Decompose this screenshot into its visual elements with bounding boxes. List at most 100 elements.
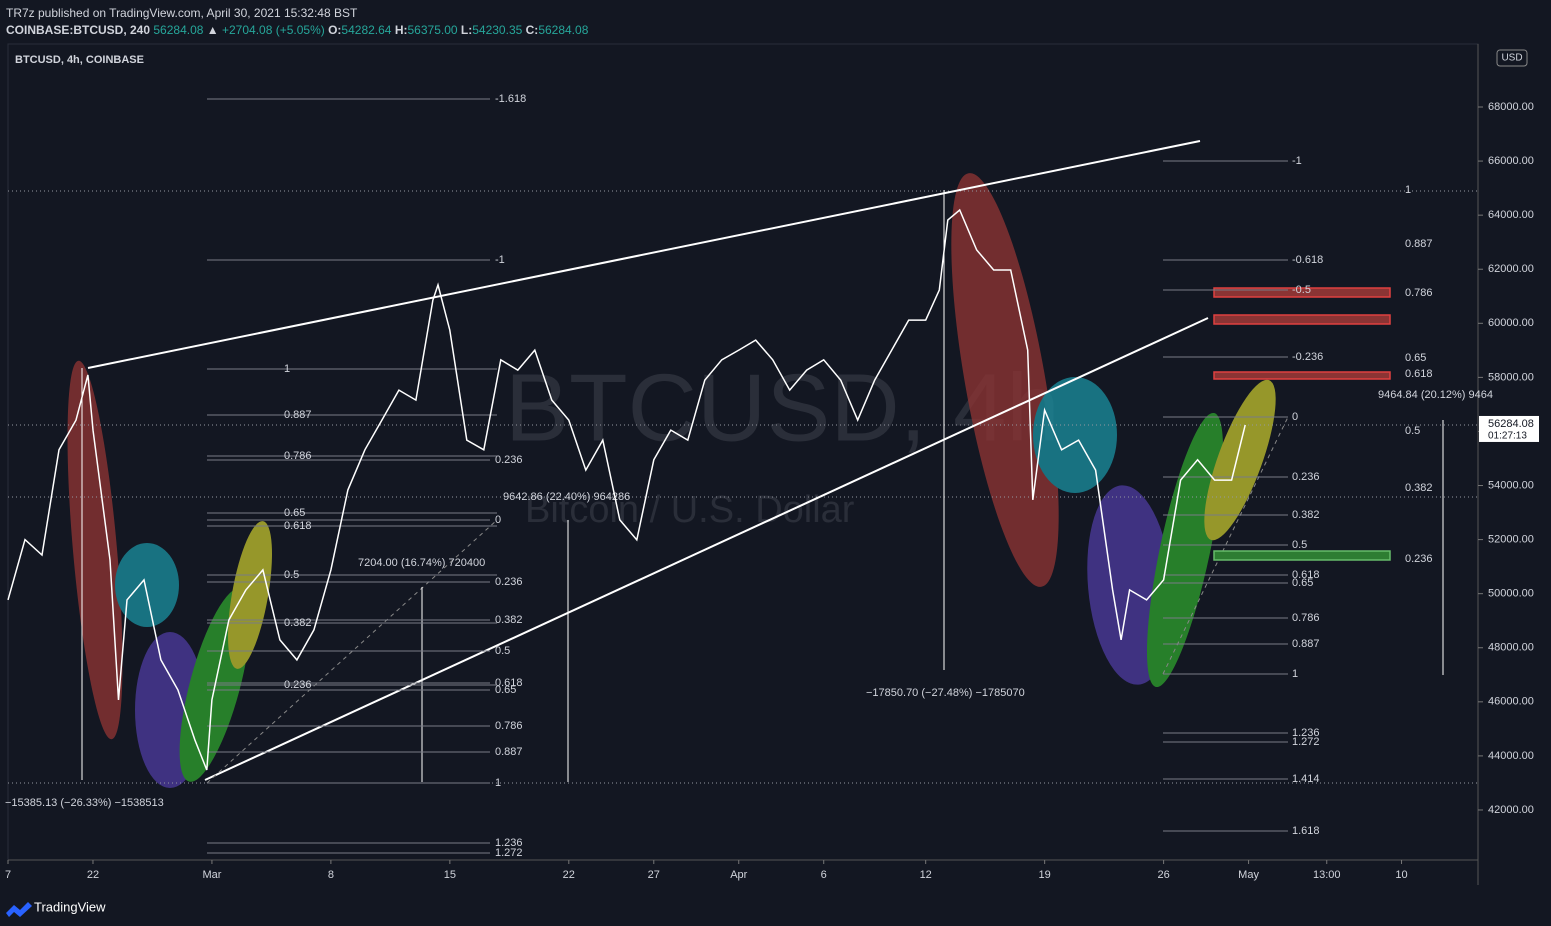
x-tick-label: Mar [202,869,221,881]
symbol: COINBASE:BTCUSD, 240 [6,23,151,37]
x-tick-label: Apr [730,869,747,881]
fib-label: 1.618 [1292,825,1320,837]
measurement-label: 9464.84 (20.12%) 9464 [1378,389,1493,401]
x-tick-label: 10 [1395,869,1407,881]
fib-label: -0.5 [1292,284,1311,296]
fib-label: 0.65 [284,507,305,519]
fib-label: 0.236 [495,576,523,588]
price-line [7,208,1246,771]
fib-label: 0.236 [284,679,312,691]
ellipse [228,521,272,669]
price-tag-box [1479,415,1539,442]
fib-label: 0.5 [1405,425,1420,437]
measurement-label: 9642.86 (22.40%) 964286 [503,491,630,503]
x-tick-label: 19 [1039,869,1051,881]
zone [1213,314,1391,325]
logo-mark [6,902,32,917]
fib-label: 0.618 [1405,368,1433,380]
fib-label: 0.618 [495,677,523,689]
fib-label: 1.414 [1292,773,1320,785]
last: 56284.08 [153,23,204,37]
chart-title: BTCUSD, 4h, COINBASE [15,54,144,66]
y-tick-label: 50000.00 [1488,588,1534,600]
brand: TradingView [34,899,106,914]
x-tick-label: 27 [648,869,660,881]
fib-label: -1 [495,254,505,266]
fib-label: 1.236 [495,837,523,849]
y-tick-label: 52000.00 [1488,534,1534,546]
trendlines [87,140,1209,781]
fib-label: 0.5 [1292,539,1307,551]
y-tick-label: 64000.00 [1488,209,1534,221]
fib-label: 0 [495,514,501,526]
x-tick-label: 22 [87,869,99,881]
fib-label: 0.236 [1292,471,1320,483]
y-tick-label: 44000.00 [1488,750,1534,762]
header: TR7z published on TradingView.com, April… [6,5,588,39]
x-tick-label: 8 [328,869,334,881]
fib-label: 0.786 [1405,287,1433,299]
fib-label: 1.236 [1292,727,1320,739]
h-label: H: [394,23,408,37]
zone [1213,371,1391,380]
fib-label: -0.236 [1292,351,1323,363]
fib-label: -0.618 [1292,254,1323,266]
zones [1213,287,1391,561]
measurement-label: 7204.00 (16.74%) 720400 [358,557,485,569]
l-label: L: [460,23,473,37]
y-tick-label: 54000.00 [1488,479,1534,491]
x-tick-label: May [1238,869,1259,881]
y-tick-label: 48000.00 [1488,642,1534,654]
h: 56375.00 [407,23,458,37]
ellipse [67,360,123,740]
publisher: TR7z published on TradingView.com, April… [6,6,358,20]
price-tag: 56284.08 [1488,418,1534,430]
change: +2704.08 (+5.05%) [221,23,325,37]
x-tick-label: 13:00 [1313,869,1341,881]
fib-label: 0.65 [1405,352,1426,364]
y-tick-label: 66000.00 [1488,155,1534,167]
fib-label: 0.786 [495,720,523,732]
x-tick-label: 22 [563,869,575,881]
fib-label: 1.272 [1292,736,1320,748]
fib-label: 0.65 [1292,577,1313,589]
fib-label: 0.382 [1405,482,1433,494]
measurement-label: −17850.70 (−27.48%) −1785070 [866,687,1025,699]
countdown: 01:27:13 [1488,431,1527,442]
zone [1213,287,1391,298]
measurement-label: −15385.13 (−26.33%) −1538513 [5,797,164,809]
fib-label: 0.382 [1292,509,1320,521]
y-tick-label: 60000.00 [1488,317,1534,329]
x-tick-label: 12 [920,869,932,881]
x-tick-label: 6 [821,869,827,881]
zone [1213,550,1391,561]
ellipse [1204,379,1276,541]
fib-label: 0.887 [495,746,523,758]
trendline [204,317,1209,781]
currency-box [1496,49,1528,67]
fib-label: -1.618 [495,93,526,105]
fib-label: 1 [284,363,290,375]
y-tick-label: 58000.00 [1488,371,1534,383]
y-tick-label: 68000.00 [1488,101,1534,113]
c-label: C: [525,23,539,37]
logo: TradingView [6,899,106,917]
fib-label: 0.65 [495,684,516,696]
y-tick-label: 42000.00 [1488,804,1534,816]
o-label: O: [328,23,342,37]
fib-label: 0.5 [284,569,299,581]
fib-label: 0.618 [284,520,312,532]
ellipse [1033,377,1117,493]
ellipse [1146,412,1224,688]
y-tick-label: 62000.00 [1488,263,1534,275]
fib-label: 0.5 [495,645,510,657]
ohlc-row: COINBASE:BTCUSD, 240 56284.08 ▲ +2704.08… [6,23,589,37]
fib-label: 0.236 [1405,553,1433,565]
c: 56284.08 [538,23,589,37]
highlights [67,173,1276,788]
x-tick-label: 7 [5,869,11,881]
x-tick-label: 26 [1157,869,1169,881]
fib-label: 0.382 [495,614,523,626]
l: 54230.35 [472,23,523,37]
